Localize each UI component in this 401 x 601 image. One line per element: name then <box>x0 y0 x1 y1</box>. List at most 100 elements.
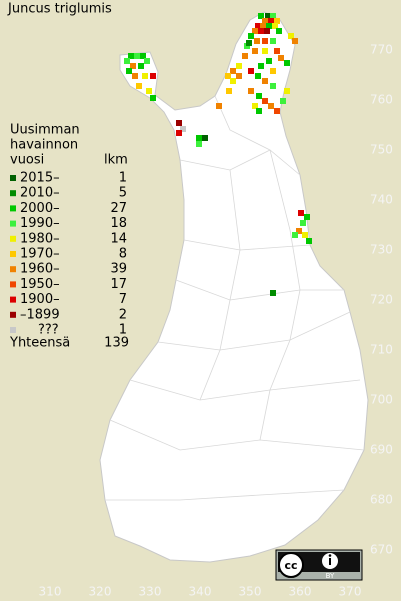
y-axis-label: 700 <box>370 393 393 407</box>
observation-square <box>225 73 231 79</box>
observation-square <box>134 53 140 59</box>
observation-square <box>302 232 308 238</box>
total-count: 139 <box>104 336 129 351</box>
badge-by: BY <box>326 572 335 580</box>
observation-square <box>258 13 264 19</box>
observation-square <box>270 13 276 19</box>
observation-square <box>202 135 208 141</box>
legend-label: 2010– <box>20 186 60 201</box>
observation-square <box>272 23 278 29</box>
observation-square <box>270 83 276 89</box>
x-axis-label: 340 <box>189 585 212 599</box>
total-label: Yhteensä <box>9 336 70 351</box>
observation-square <box>226 88 232 94</box>
observation-square <box>296 228 302 234</box>
observation-square <box>262 48 268 54</box>
legend-label: 2000– <box>20 201 60 216</box>
y-axis-label: 740 <box>370 193 393 207</box>
observation-square <box>274 108 280 114</box>
observation-square <box>252 48 258 54</box>
finland-outline <box>99 11 369 563</box>
observation-square <box>128 53 134 59</box>
observation-square <box>236 63 242 69</box>
observation-square <box>274 18 280 24</box>
legend-label: 1900– <box>20 292 60 307</box>
legend-heading: Uusimman <box>10 123 80 138</box>
observation-square <box>196 135 202 141</box>
observation-square <box>266 58 272 64</box>
observation-square <box>252 103 258 109</box>
y-axis-label: 760 <box>370 93 393 107</box>
observation-square <box>254 38 260 44</box>
observation-square <box>270 290 276 296</box>
observation-square <box>196 141 202 147</box>
observation-square <box>268 18 274 24</box>
legend-count: 27 <box>110 201 127 216</box>
x-axis-label: 360 <box>289 585 312 599</box>
observation-square <box>248 68 254 74</box>
observation-square <box>242 53 248 59</box>
observation-square <box>216 103 222 109</box>
legend-swatch <box>10 327 16 333</box>
y-axis-label: 710 <box>370 343 393 357</box>
cc-badge: cc BY <box>275 549 363 581</box>
legend-count: 8 <box>119 247 127 262</box>
legend-swatch <box>10 251 16 257</box>
observation-square <box>270 38 276 44</box>
observation-square <box>136 83 142 89</box>
legend-label: 1980– <box>20 231 60 246</box>
observation-square <box>258 63 264 69</box>
y-axis-label: 750 <box>370 143 393 157</box>
observation-square <box>284 60 290 66</box>
observation-square <box>248 88 254 94</box>
legend-heading: vuosi <box>10 153 44 168</box>
legend-label: 1950– <box>20 277 60 292</box>
legend-swatch <box>10 220 16 227</box>
observation-square <box>146 88 152 94</box>
observation-square <box>264 28 270 34</box>
observation-square <box>262 78 268 84</box>
legend-label: 1990– <box>20 216 60 231</box>
legend-count: 14 <box>110 231 127 246</box>
map-title: Juncus triglumis <box>7 2 112 17</box>
observation-square <box>300 220 306 226</box>
observation-square <box>276 28 282 34</box>
observation-square <box>130 63 136 69</box>
observation-square <box>150 95 156 101</box>
legend-swatch <box>10 311 16 318</box>
observation-square <box>256 108 262 114</box>
observation-square <box>248 33 254 39</box>
observation-square <box>255 73 261 79</box>
y-axis-label: 690 <box>370 443 393 457</box>
observation-square <box>284 88 290 94</box>
x-axis-label: 350 <box>239 585 262 599</box>
observation-square <box>132 73 138 79</box>
observation-square <box>270 68 276 74</box>
legend-swatch <box>10 205 16 212</box>
observation-square <box>292 232 298 238</box>
observation-square <box>262 98 268 104</box>
observation-square <box>246 40 252 46</box>
observation-square <box>140 53 146 59</box>
observation-square <box>280 98 286 104</box>
y-axis-label: 770 <box>370 43 393 57</box>
legend-count: 2 <box>119 307 127 322</box>
x-axis-label: 310 <box>39 585 62 599</box>
legend-swatch <box>10 175 16 181</box>
observation-square <box>138 63 144 69</box>
observation-square <box>288 33 294 39</box>
x-axis-label: 370 <box>339 585 362 599</box>
legend-count: 7 <box>119 292 127 307</box>
observation-square <box>150 73 156 79</box>
observation-square <box>144 58 150 64</box>
y-axis-label: 680 <box>370 493 393 507</box>
observation-square <box>265 13 271 19</box>
observation-square <box>274 48 280 54</box>
observation-square <box>262 38 268 44</box>
observation-square <box>304 214 310 220</box>
observation-square <box>230 68 236 74</box>
legend-swatch <box>10 266 16 273</box>
legend-swatch <box>10 235 16 242</box>
legend-swatch <box>10 190 16 197</box>
